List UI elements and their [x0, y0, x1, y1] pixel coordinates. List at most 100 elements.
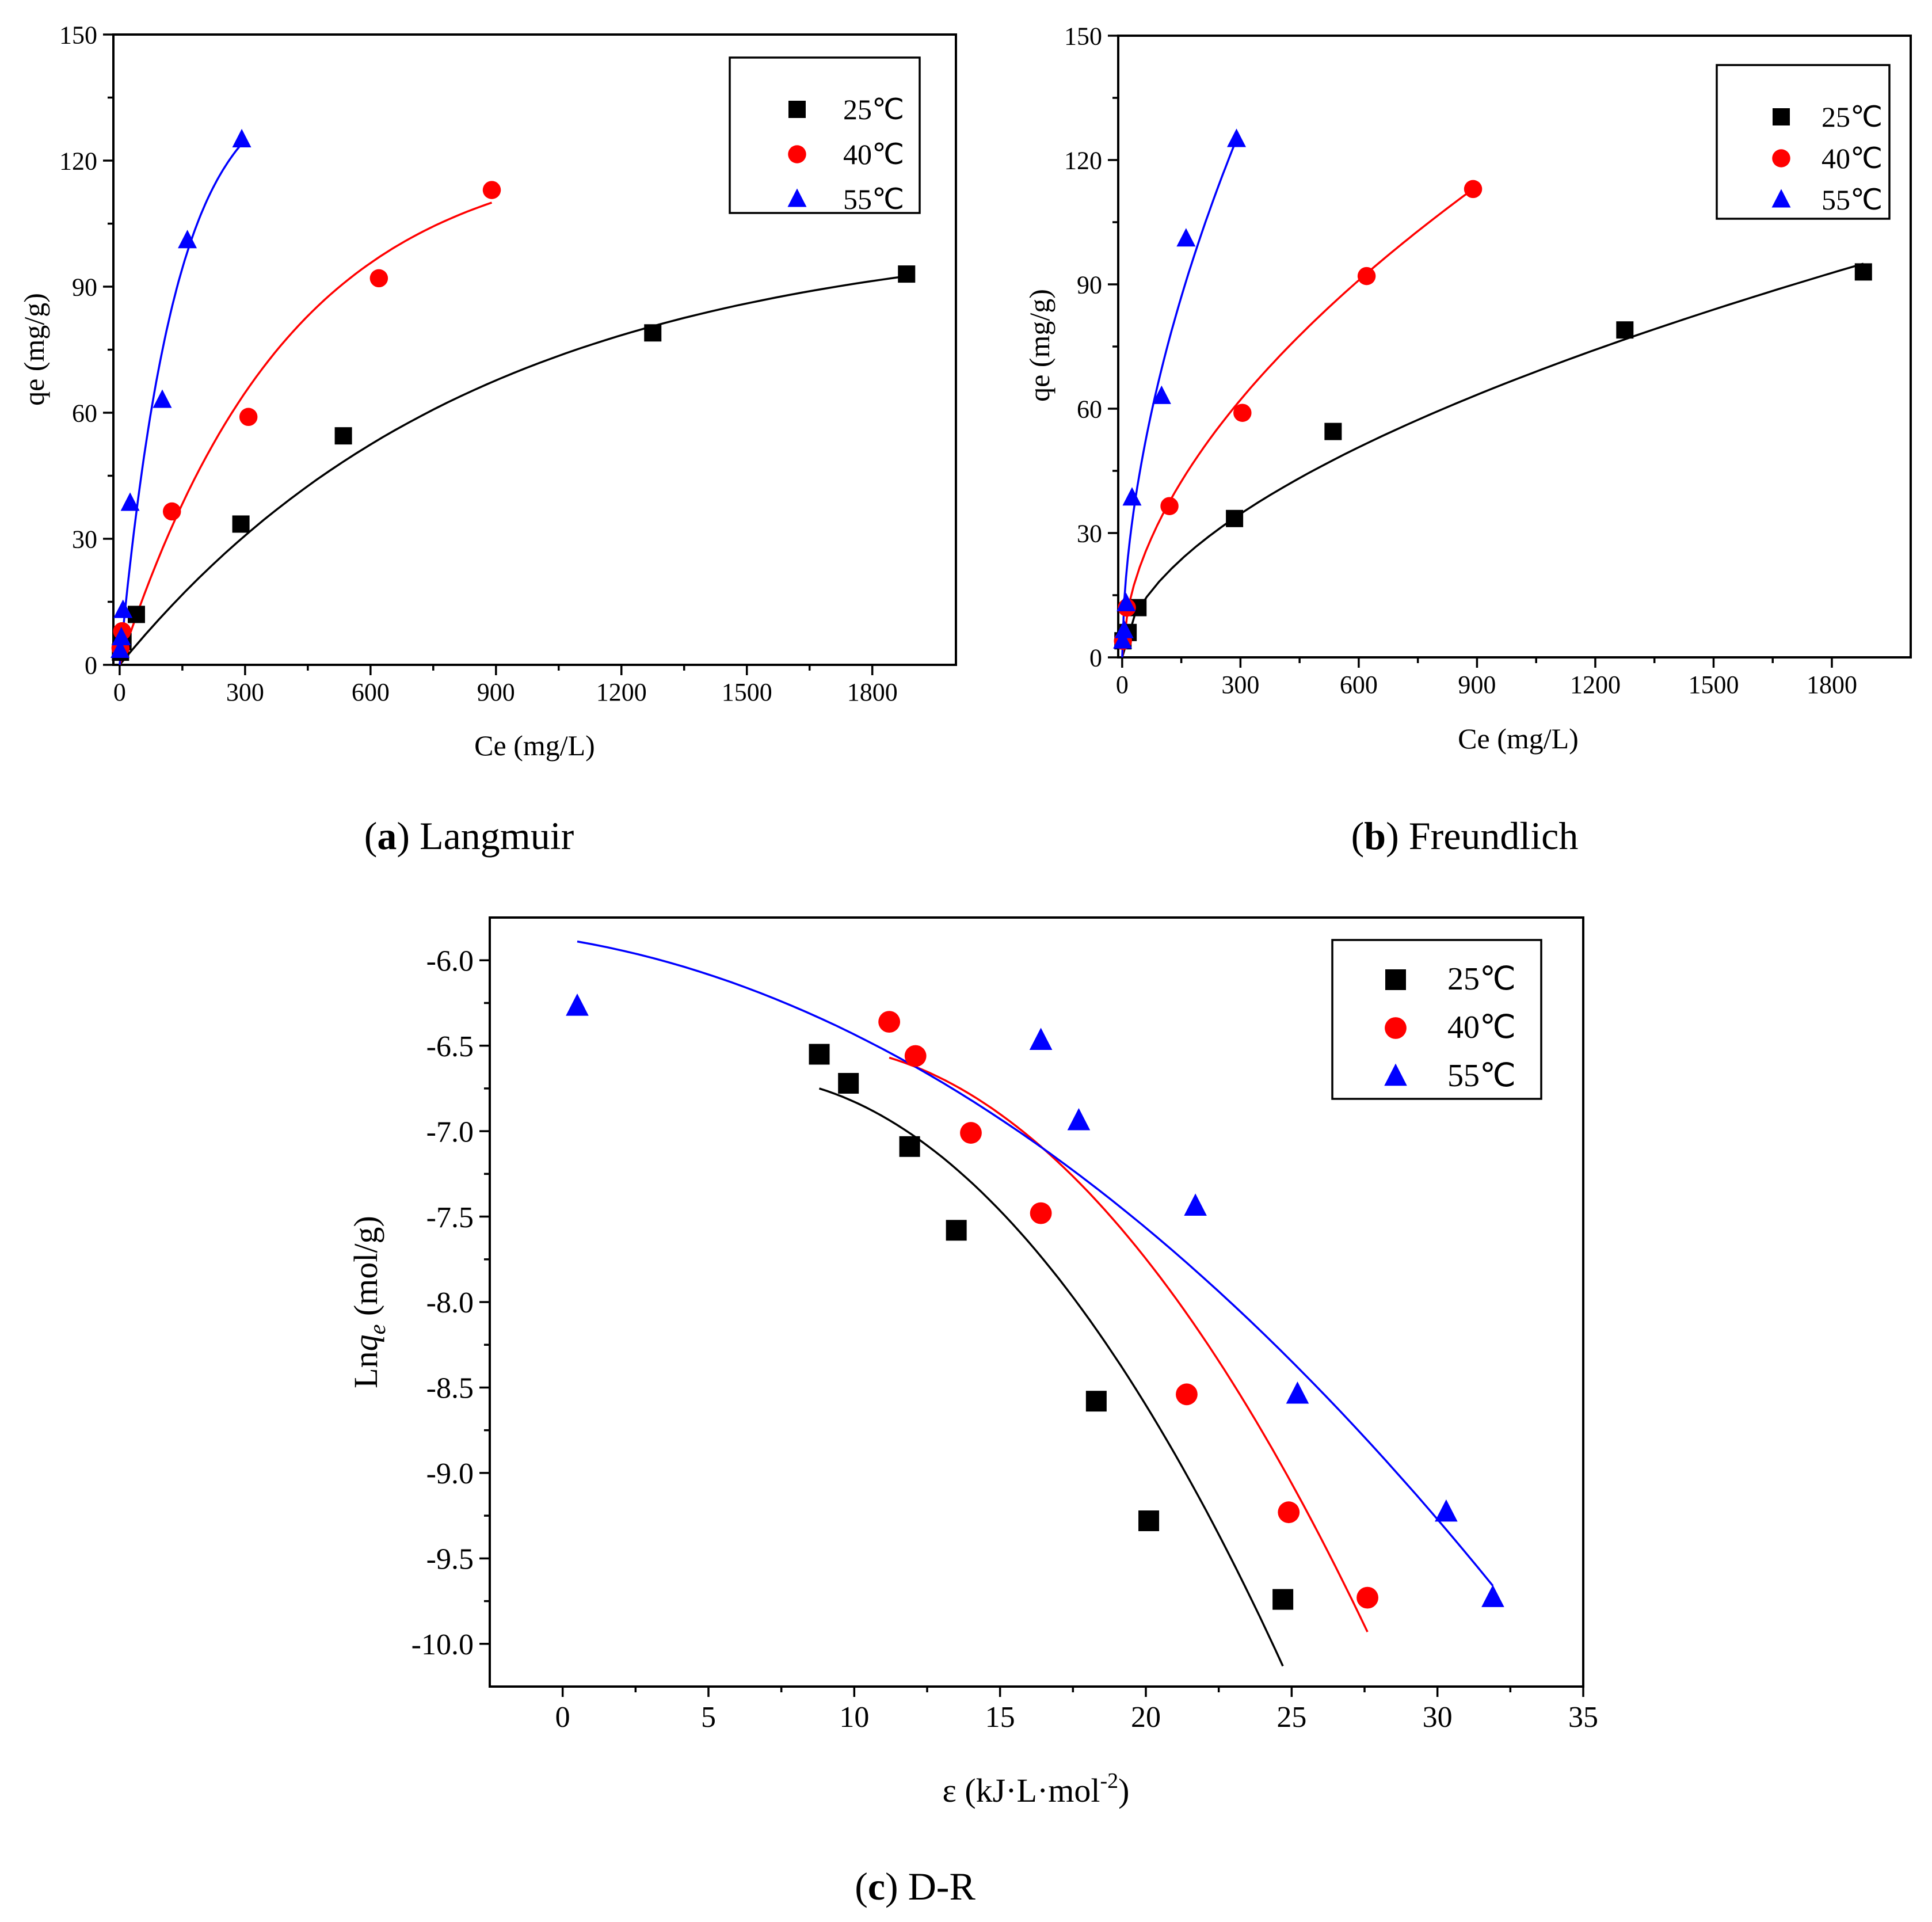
- data-point: [1356, 1586, 1378, 1609]
- panel-c-xlabel: ε (kJ·L·mol-2): [942, 1769, 1129, 1809]
- data-point: [1138, 1510, 1160, 1532]
- x-tick-label: 1500: [1688, 671, 1739, 699]
- panel-b-caption-letter: b: [1364, 814, 1386, 858]
- y-tick-label: -8.0: [426, 1287, 474, 1319]
- data-point: [1176, 228, 1196, 247]
- x-tick-label: 1800: [847, 678, 898, 706]
- x-tick-label: 600: [352, 678, 390, 706]
- panel-a-caption-letter: a: [377, 814, 397, 858]
- y-tick-label: -6.5: [426, 1030, 474, 1063]
- legend-marker: [1385, 969, 1406, 990]
- data-point: [878, 1011, 901, 1033]
- data-point: [960, 1122, 982, 1144]
- data-point: [334, 427, 352, 445]
- y-tick-label: 60: [72, 399, 97, 427]
- fit-curve-55℃: [119, 143, 243, 665]
- data-point: [1616, 321, 1634, 339]
- data-point: [644, 324, 662, 342]
- panel-c-xlabel-main: ε (kJ·L·mol: [942, 1772, 1100, 1809]
- data-point: [113, 599, 133, 618]
- y-tick-label: 90: [72, 273, 97, 301]
- x-tick-label: 15: [985, 1701, 1015, 1734]
- fit-curve-40℃: [119, 201, 493, 665]
- data-point: [1227, 128, 1247, 147]
- y-tick-label: 0: [1089, 644, 1102, 672]
- panel-c-ylabel-suffix: (mol/g): [347, 1216, 384, 1324]
- x-tick-label: 0: [1116, 671, 1129, 699]
- legend-marker: [1772, 149, 1790, 168]
- data-point: [162, 502, 181, 521]
- panel-a-langmuir: 0 300 600 900 1200 1500 1800 0 30 60 90 120 150 Ce (…: [18, 21, 957, 858]
- data-point: [838, 1072, 859, 1094]
- y-tick-label: -7.0: [426, 1116, 474, 1148]
- panel-c-caption-letter: c: [868, 1864, 885, 1908]
- x-tick-label: 5: [701, 1701, 716, 1734]
- panel-b-xlabel: Ce (mg/L): [1458, 722, 1579, 755]
- x-tick-label: 10: [839, 1701, 869, 1734]
- data-point: [1854, 263, 1872, 281]
- fit-curve-55℃: [577, 940, 1494, 1586]
- panel-c-xlabel-sup: -2: [1100, 1769, 1119, 1793]
- data-point: [1324, 423, 1342, 440]
- panel-a-caption-text: Langmuir: [420, 814, 574, 858]
- panel-b-legend-items: 25℃ 40℃ 55℃: [1771, 101, 1883, 216]
- data-point: [1085, 1391, 1107, 1412]
- data-point: [1481, 1585, 1504, 1607]
- legend-marker: [1771, 189, 1791, 208]
- panel-a-data-points: [110, 128, 916, 661]
- y-tick-label: 120: [59, 147, 97, 175]
- data-point: [482, 181, 501, 199]
- legend-marker: [787, 188, 807, 207]
- data-point: [1357, 267, 1376, 286]
- panel-c-ylabel-sub: e: [364, 1325, 390, 1335]
- y-tick-label: -7.5: [426, 1201, 474, 1234]
- y-tick-label: -10.0: [411, 1628, 474, 1661]
- fit-curve-25℃: [119, 275, 907, 666]
- data-point: [1464, 180, 1483, 199]
- y-tick-label: -6.0: [426, 945, 474, 977]
- x-tick-label: 35: [1568, 1701, 1598, 1734]
- y-tick-label: 90: [1077, 271, 1102, 299]
- legend-marker: [1384, 1063, 1407, 1086]
- data-point: [1067, 1107, 1091, 1131]
- legend-marker: [1773, 108, 1790, 125]
- panel-b-data-points: [1113, 128, 1872, 650]
- data-point: [1233, 404, 1252, 422]
- y-tick-label: -8.5: [426, 1372, 474, 1405]
- data-point: [110, 639, 130, 658]
- data-point: [120, 492, 140, 511]
- panel-c-xlabel-end: ): [1118, 1772, 1129, 1809]
- panel-a-caption: (a) Langmuir: [364, 814, 574, 858]
- panel-c-legend: [1331, 939, 1542, 1100]
- y-tick-label: 120: [1064, 146, 1102, 174]
- fit-curve-40℃: [889, 1056, 1369, 1632]
- x-tick-label: 30: [1423, 1701, 1453, 1734]
- data-point: [1176, 1383, 1198, 1406]
- panel-a-ylabel: qe (mg/g): [18, 293, 50, 406]
- data-point: [232, 515, 250, 533]
- data-point: [239, 408, 258, 427]
- data-point: [1278, 1501, 1300, 1524]
- data-point: [1114, 619, 1134, 638]
- panel-c-legend-items: 25℃ 40℃ 55℃: [1384, 961, 1516, 1094]
- data-point: [112, 626, 131, 646]
- panel-c-caption-text: D-R: [908, 1864, 976, 1908]
- y-tick-label: 0: [85, 651, 97, 679]
- x-tick-label: 25: [1276, 1701, 1306, 1734]
- data-point: [369, 269, 388, 288]
- x-tick-label: 300: [226, 678, 264, 706]
- panel-c-dr: 0 5 10 15 20 25 30 35 -6.0 -6.5 -7.0 -7.5 -8.0 -8.5 -9…: [347, 916, 1598, 1908]
- x-tick-label: 0: [113, 678, 126, 706]
- x-tick-label: 1800: [1807, 671, 1857, 699]
- data-point: [1286, 1381, 1309, 1404]
- panel-b-freundlich: 0 300 600 900 1200 1500 1800 0 30 60 90 120 150 Ce (…: [1023, 22, 1912, 858]
- legend-label: 25℃: [843, 93, 904, 125]
- data-point: [1113, 630, 1133, 649]
- legend-marker: [788, 145, 806, 163]
- data-point: [1435, 1499, 1458, 1522]
- y-tick-label: -9.5: [426, 1543, 474, 1576]
- legend-marker: [788, 101, 806, 118]
- data-point: [946, 1220, 967, 1241]
- x-tick-label: 20: [1131, 1701, 1161, 1734]
